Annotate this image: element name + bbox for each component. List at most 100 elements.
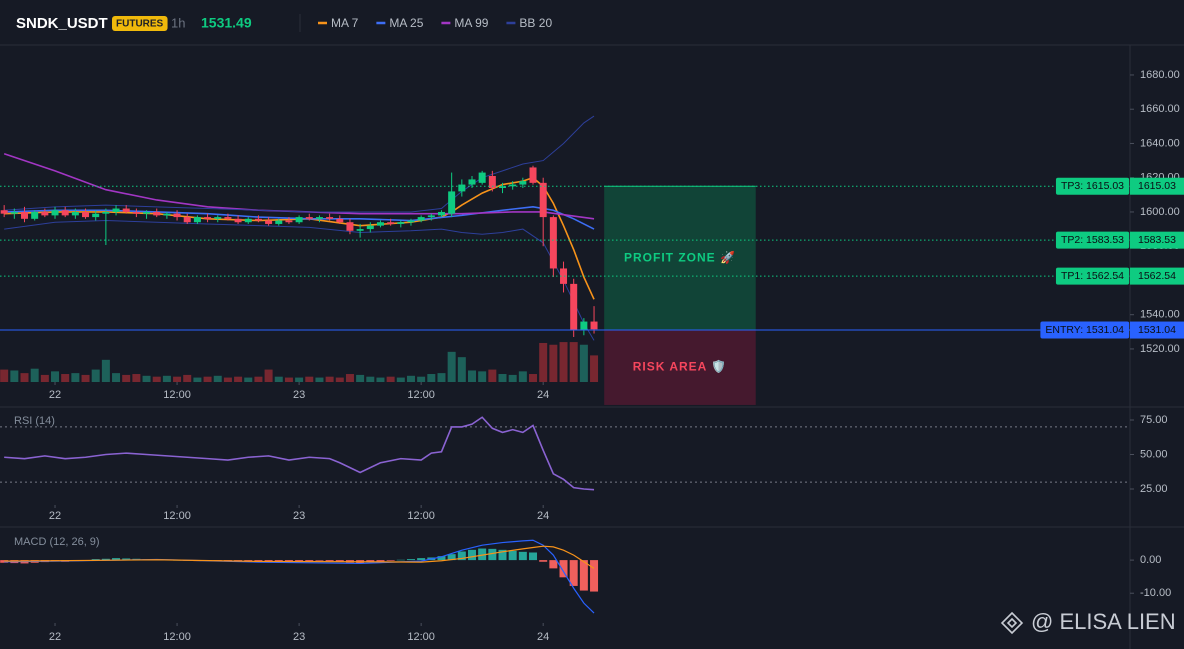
volume-bar xyxy=(417,376,426,382)
macd-histogram-bar xyxy=(366,560,375,563)
level-price: 1615.03 xyxy=(1138,180,1176,192)
y-tick-label: 1680.00 xyxy=(1140,69,1180,81)
volume-bar xyxy=(284,377,293,382)
level-price: 1583.53 xyxy=(1138,234,1176,246)
x-tick-label: 22 xyxy=(49,631,61,643)
volume-bar xyxy=(488,369,497,382)
candle-body xyxy=(336,218,344,223)
y-tick-label: 1600.00 xyxy=(1140,206,1180,218)
macd-histogram-bar xyxy=(457,551,466,561)
candle-body xyxy=(387,222,395,224)
volume-bar xyxy=(529,374,538,382)
x-tick-label: 24 xyxy=(537,510,549,522)
candle-body xyxy=(326,217,334,219)
candle-body xyxy=(346,222,354,231)
macd-histogram-bar xyxy=(101,558,110,561)
level-price-bg xyxy=(1130,321,1184,339)
volume-bar xyxy=(457,357,466,382)
macd-histogram-bar xyxy=(529,552,538,561)
y-tick-label: 25.00 xyxy=(1140,483,1168,495)
level-price: 1531.04 xyxy=(1138,324,1176,336)
volume-bar xyxy=(569,342,578,382)
macd-histogram-bar xyxy=(569,560,578,586)
candle-body xyxy=(275,220,283,224)
volume-bar xyxy=(122,374,131,382)
candle-body xyxy=(244,218,252,223)
macd-histogram-bar xyxy=(335,560,344,562)
candle-body xyxy=(285,220,293,223)
x-tick-label: 12:00 xyxy=(407,510,435,522)
x-tick-label: 12:00 xyxy=(163,510,191,522)
macd-histogram-bar xyxy=(406,559,415,561)
level-label-bg xyxy=(1055,267,1130,285)
candle-body xyxy=(153,211,161,216)
macd-histogram-bar xyxy=(325,560,334,562)
candle-body xyxy=(265,220,273,224)
candle-body xyxy=(488,175,496,188)
macd-histogram-bar xyxy=(386,560,395,561)
volume-bar xyxy=(396,377,405,382)
volume-bar xyxy=(162,375,171,382)
candle-body xyxy=(214,217,222,219)
signal-line xyxy=(4,545,595,569)
volume-bar xyxy=(264,369,273,382)
volume-bar xyxy=(366,376,375,382)
legend-label: MA 99 xyxy=(454,16,488,30)
candle-body xyxy=(549,217,557,269)
candle-body xyxy=(132,211,140,214)
macd-histogram-bar xyxy=(417,558,426,561)
volume-bar xyxy=(61,374,70,382)
watermark-logo xyxy=(1000,611,1024,635)
candle-body xyxy=(468,179,476,185)
candle-body xyxy=(0,210,8,214)
macd-histogram-bar xyxy=(539,560,548,562)
candle-body xyxy=(234,218,242,223)
candle-body xyxy=(173,213,181,218)
macd-histogram-bar xyxy=(447,554,456,561)
candle-body xyxy=(31,211,39,219)
level-label: TP2: 1583.53 xyxy=(1061,234,1124,246)
candle-body xyxy=(295,217,303,223)
y-tick-label: 50.00 xyxy=(1140,448,1168,460)
volume-bar xyxy=(213,375,222,382)
level-label-bg xyxy=(1040,321,1130,339)
candle-body xyxy=(448,191,456,214)
candle-body xyxy=(437,211,445,216)
candle-body xyxy=(407,220,415,223)
volume-bar xyxy=(345,374,354,382)
trade-zone xyxy=(604,330,756,405)
macd-histogram-bar xyxy=(559,560,568,578)
volume-bar xyxy=(101,359,110,382)
candle-body xyxy=(417,217,425,221)
last-price: 1531.49 xyxy=(201,15,252,31)
candle-body xyxy=(356,229,364,231)
trade-zone xyxy=(604,186,756,331)
volume-bar xyxy=(203,376,212,382)
overlay-line xyxy=(4,115,595,213)
volume-bar xyxy=(549,344,558,382)
macd-histogram-bar xyxy=(498,549,507,561)
legend-label: MA 25 xyxy=(389,16,423,30)
level-price: 1562.54 xyxy=(1138,270,1176,282)
zone-label: PROFIT ZONE 🚀 xyxy=(624,250,736,264)
macd-histogram-bar xyxy=(376,560,385,562)
macd-histogram-bar xyxy=(122,558,131,561)
level-price-bg xyxy=(1130,231,1184,249)
volume-bar xyxy=(254,376,263,382)
candle-body xyxy=(143,211,151,214)
level-label: TP3: 1615.03 xyxy=(1061,180,1124,192)
volume-bar xyxy=(295,377,304,382)
volume-bar xyxy=(81,374,90,382)
candle-body xyxy=(122,208,130,212)
macd-histogram-bar xyxy=(315,560,324,561)
candle-body xyxy=(51,210,59,216)
volume-bar xyxy=(183,374,192,382)
volume-bar xyxy=(305,376,314,382)
volume-bar xyxy=(0,369,9,382)
volume-bar xyxy=(91,369,100,382)
candle-body xyxy=(163,213,171,216)
y-tick-label: -10.00 xyxy=(1140,587,1171,599)
macd-histogram-bar xyxy=(467,549,476,561)
interval: 1h xyxy=(171,15,185,30)
